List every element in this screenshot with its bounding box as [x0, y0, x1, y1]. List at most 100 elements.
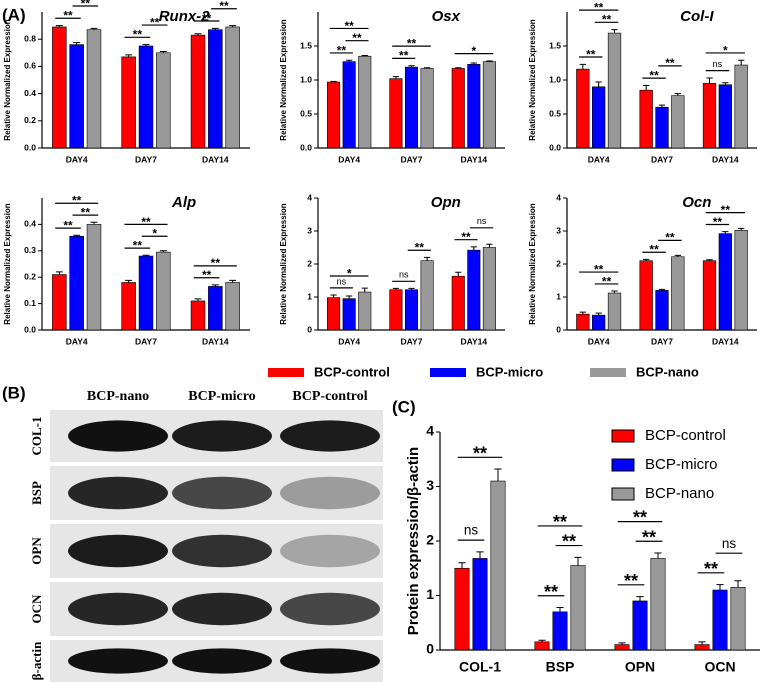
- error-bar: [611, 290, 618, 294]
- blot-band: [172, 592, 272, 626]
- error-bar: [579, 311, 586, 315]
- legend-swatch: [611, 487, 635, 501]
- bar: [358, 291, 372, 331]
- bar: [655, 106, 669, 149]
- error-bar: [470, 246, 477, 251]
- bar: [225, 282, 240, 331]
- significance-label: *: [471, 44, 476, 58]
- error-bar: [361, 55, 368, 57]
- significance-label: **: [594, 262, 604, 276]
- bar: [420, 260, 434, 331]
- significance-label: **: [211, 0, 221, 1]
- chart-title: Alp: [171, 194, 196, 211]
- y-tick-label: 0.2: [24, 271, 36, 281]
- bar: [121, 282, 136, 331]
- error-bar: [125, 279, 133, 283]
- error-bar: [211, 27, 219, 30]
- y-tick-label: 2: [426, 532, 434, 548]
- bar: [138, 45, 154, 149]
- x-tick-label: OCN: [704, 659, 735, 675]
- chart-title: Osx: [432, 8, 461, 25]
- panel-label: (A): [2, 5, 26, 24]
- error-bar: [346, 295, 353, 299]
- significance-label: **: [211, 256, 221, 270]
- bar: [208, 286, 223, 331]
- panel-label: (B): [2, 383, 26, 402]
- x-tick-label: DAY4: [588, 336, 610, 346]
- significance-label: *: [347, 266, 352, 280]
- error-bar: [579, 63, 586, 70]
- error-bar: [142, 254, 150, 257]
- error-bar: [611, 29, 618, 34]
- error-bar: [408, 65, 415, 68]
- bar: [490, 480, 506, 651]
- bar: [467, 64, 481, 149]
- bar: [655, 290, 669, 331]
- y-tick-label: 4: [307, 192, 312, 202]
- error-bar: [55, 25, 63, 27]
- legend-label: BCP-micro: [645, 456, 718, 473]
- y-tick-label: 0.6: [24, 61, 36, 71]
- x-tick-label: DAY4: [338, 154, 360, 164]
- significance-label: **: [63, 218, 73, 232]
- chart-title: Opn: [431, 194, 461, 211]
- significance-label: **: [704, 559, 718, 579]
- blot-band: [68, 476, 168, 510]
- bar: [327, 81, 341, 149]
- blot-band: [172, 476, 272, 510]
- significance-label: **: [594, 0, 604, 14]
- y-tick-label: 1: [556, 291, 561, 301]
- y-tick-label: 1.5: [549, 40, 561, 50]
- bar: [467, 249, 481, 331]
- blot-row-label: BSP: [29, 481, 44, 505]
- bar: [607, 292, 622, 331]
- error-bar: [674, 93, 681, 96]
- bar: [52, 274, 67, 331]
- y-axis-label: Relative Normalized Expression: [528, 203, 537, 324]
- significance-label: **: [649, 243, 659, 257]
- error-bar: [706, 259, 713, 261]
- legend-swatch: [611, 458, 635, 472]
- bar: [730, 587, 746, 651]
- legend-label: BCP-control: [314, 364, 390, 379]
- bar: [208, 29, 223, 149]
- bar: [389, 289, 403, 331]
- x-tick-label: OPN: [625, 659, 655, 675]
- bar: [451, 275, 465, 331]
- significance-label: **: [141, 215, 151, 229]
- significance-label: **: [415, 241, 425, 255]
- y-tick-label: 0.4: [24, 88, 36, 98]
- error-bar: [538, 639, 546, 642]
- error-bar: [698, 641, 706, 645]
- bar: [607, 32, 622, 149]
- significance-label: ns: [713, 59, 723, 69]
- y-axis-label: Protein expression/β-actin: [405, 447, 422, 635]
- x-tick-label: DAY14: [461, 154, 488, 164]
- y-axis-label: Relative Normalized Expression: [279, 203, 288, 324]
- bar: [52, 26, 67, 149]
- significance-label: **: [133, 239, 143, 253]
- bar: [650, 558, 666, 651]
- blot-row-label: OCN: [29, 594, 44, 624]
- x-tick-label: DAY4: [588, 154, 610, 164]
- significance-label: **: [337, 43, 347, 57]
- significance-label: ns: [477, 216, 487, 226]
- error-bar: [486, 243, 493, 248]
- chart-title: Col-I: [680, 8, 714, 25]
- bar: [671, 256, 685, 331]
- y-tick-label: 1.0: [300, 74, 312, 84]
- x-tick-label: DAY14: [712, 154, 739, 164]
- error-bar: [330, 294, 337, 298]
- y-tick-label: 0: [307, 324, 312, 334]
- bar: [534, 641, 550, 651]
- error-bar: [595, 81, 602, 87]
- legend-swatch: [268, 368, 304, 377]
- error-bar: [142, 44, 150, 46]
- y-tick-label: 1: [307, 291, 312, 301]
- significance-label: ns: [722, 536, 737, 551]
- significance-label: **: [602, 13, 612, 27]
- legend-label: BCP-micro: [476, 364, 543, 379]
- y-tick-label: 0.5: [549, 108, 561, 118]
- bar: [86, 29, 102, 149]
- x-tick-label: DAY7: [651, 336, 673, 346]
